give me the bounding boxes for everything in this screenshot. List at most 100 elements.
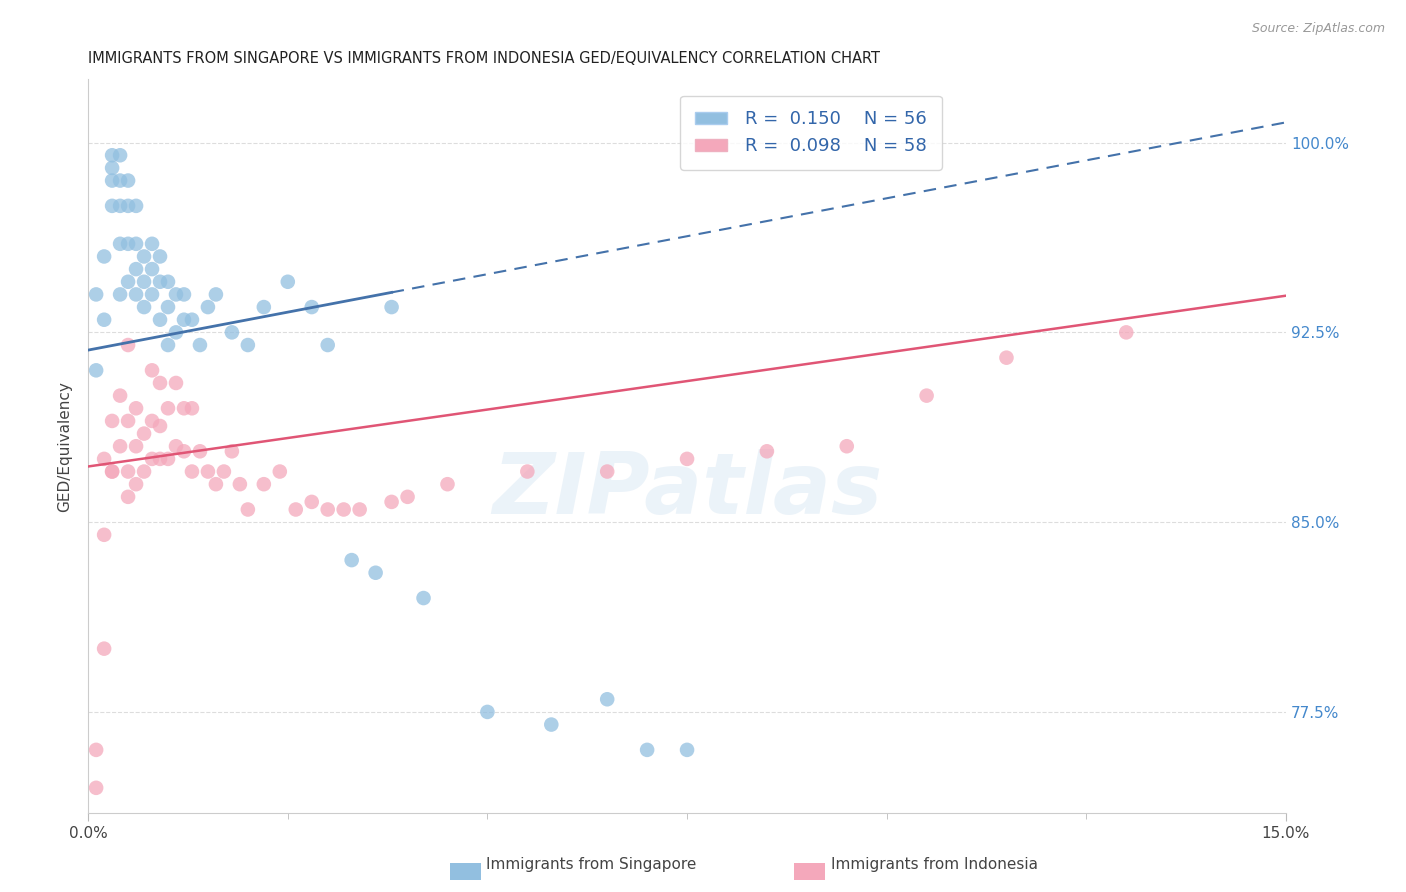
- Point: [156, 275, 179, 289]
- Point: [149, 250, 172, 264]
- Point: [332, 502, 354, 516]
- Point: [141, 287, 163, 301]
- Point: [676, 451, 699, 466]
- Point: [84, 780, 107, 795]
- Point: [165, 376, 187, 390]
- Point: [835, 439, 858, 453]
- Point: [596, 692, 619, 706]
- Point: [173, 312, 195, 326]
- Point: [188, 338, 211, 352]
- Point: [212, 465, 235, 479]
- Point: [284, 502, 307, 516]
- Y-axis label: GED/Equivalency: GED/Equivalency: [58, 381, 72, 512]
- Point: [396, 490, 419, 504]
- Point: [364, 566, 387, 580]
- Point: [125, 439, 148, 453]
- Point: [101, 465, 124, 479]
- Point: [132, 250, 155, 264]
- Point: [381, 300, 404, 314]
- Point: [188, 444, 211, 458]
- Point: [117, 414, 139, 428]
- Point: [125, 236, 148, 251]
- Point: [93, 250, 115, 264]
- Point: [221, 444, 243, 458]
- Point: [149, 312, 172, 326]
- Text: Immigrants from Singapore: Immigrants from Singapore: [486, 857, 697, 872]
- Point: [205, 287, 228, 301]
- Point: [676, 743, 699, 757]
- Point: [117, 465, 139, 479]
- Point: [165, 439, 187, 453]
- Point: [149, 376, 172, 390]
- Point: [540, 717, 562, 731]
- Point: [349, 502, 371, 516]
- Point: [93, 312, 115, 326]
- Point: [277, 275, 299, 289]
- Text: ZIPatlas: ZIPatlas: [492, 449, 882, 532]
- Point: [149, 419, 172, 434]
- Text: IMMIGRANTS FROM SINGAPORE VS IMMIGRANTS FROM INDONESIA GED/EQUIVALENCY CORRELATI: IMMIGRANTS FROM SINGAPORE VS IMMIGRANTS …: [89, 51, 880, 66]
- Point: [101, 173, 124, 187]
- Point: [165, 326, 187, 340]
- Point: [117, 275, 139, 289]
- Point: [101, 465, 124, 479]
- Point: [141, 414, 163, 428]
- Point: [149, 275, 172, 289]
- Point: [316, 338, 339, 352]
- Point: [125, 199, 148, 213]
- Point: [253, 477, 276, 491]
- Point: [156, 451, 179, 466]
- Point: [108, 236, 131, 251]
- Point: [173, 444, 195, 458]
- Point: [301, 495, 323, 509]
- Point: [93, 451, 115, 466]
- Point: [173, 287, 195, 301]
- Point: [101, 199, 124, 213]
- Legend: R =  0.150    N = 56, R =  0.098    N = 58: R = 0.150 N = 56, R = 0.098 N = 58: [681, 95, 942, 169]
- Point: [101, 161, 124, 175]
- Point: [269, 465, 291, 479]
- Point: [221, 326, 243, 340]
- Point: [755, 444, 778, 458]
- Point: [436, 477, 458, 491]
- Point: [197, 300, 219, 314]
- Point: [149, 451, 172, 466]
- Point: [132, 426, 155, 441]
- Point: [117, 490, 139, 504]
- Point: [301, 300, 323, 314]
- Point: [181, 401, 204, 416]
- Point: [101, 414, 124, 428]
- Point: [93, 641, 115, 656]
- Point: [197, 465, 219, 479]
- Point: [108, 439, 131, 453]
- Point: [93, 528, 115, 542]
- Point: [477, 705, 499, 719]
- Point: [132, 465, 155, 479]
- Point: [236, 338, 259, 352]
- Point: [132, 300, 155, 314]
- Point: [108, 199, 131, 213]
- Point: [381, 495, 404, 509]
- Point: [636, 743, 658, 757]
- Point: [141, 236, 163, 251]
- Point: [125, 287, 148, 301]
- Point: [995, 351, 1018, 365]
- Point: [340, 553, 363, 567]
- Point: [181, 465, 204, 479]
- Point: [125, 262, 148, 277]
- Point: [108, 148, 131, 162]
- Point: [156, 401, 179, 416]
- Point: [141, 451, 163, 466]
- Point: [596, 465, 619, 479]
- Point: [132, 275, 155, 289]
- Point: [141, 262, 163, 277]
- Point: [108, 287, 131, 301]
- Point: [181, 312, 204, 326]
- Point: [156, 300, 179, 314]
- Text: Immigrants from Indonesia: Immigrants from Indonesia: [831, 857, 1038, 872]
- Point: [412, 591, 434, 605]
- Point: [84, 743, 107, 757]
- Point: [165, 287, 187, 301]
- Point: [205, 477, 228, 491]
- Point: [125, 477, 148, 491]
